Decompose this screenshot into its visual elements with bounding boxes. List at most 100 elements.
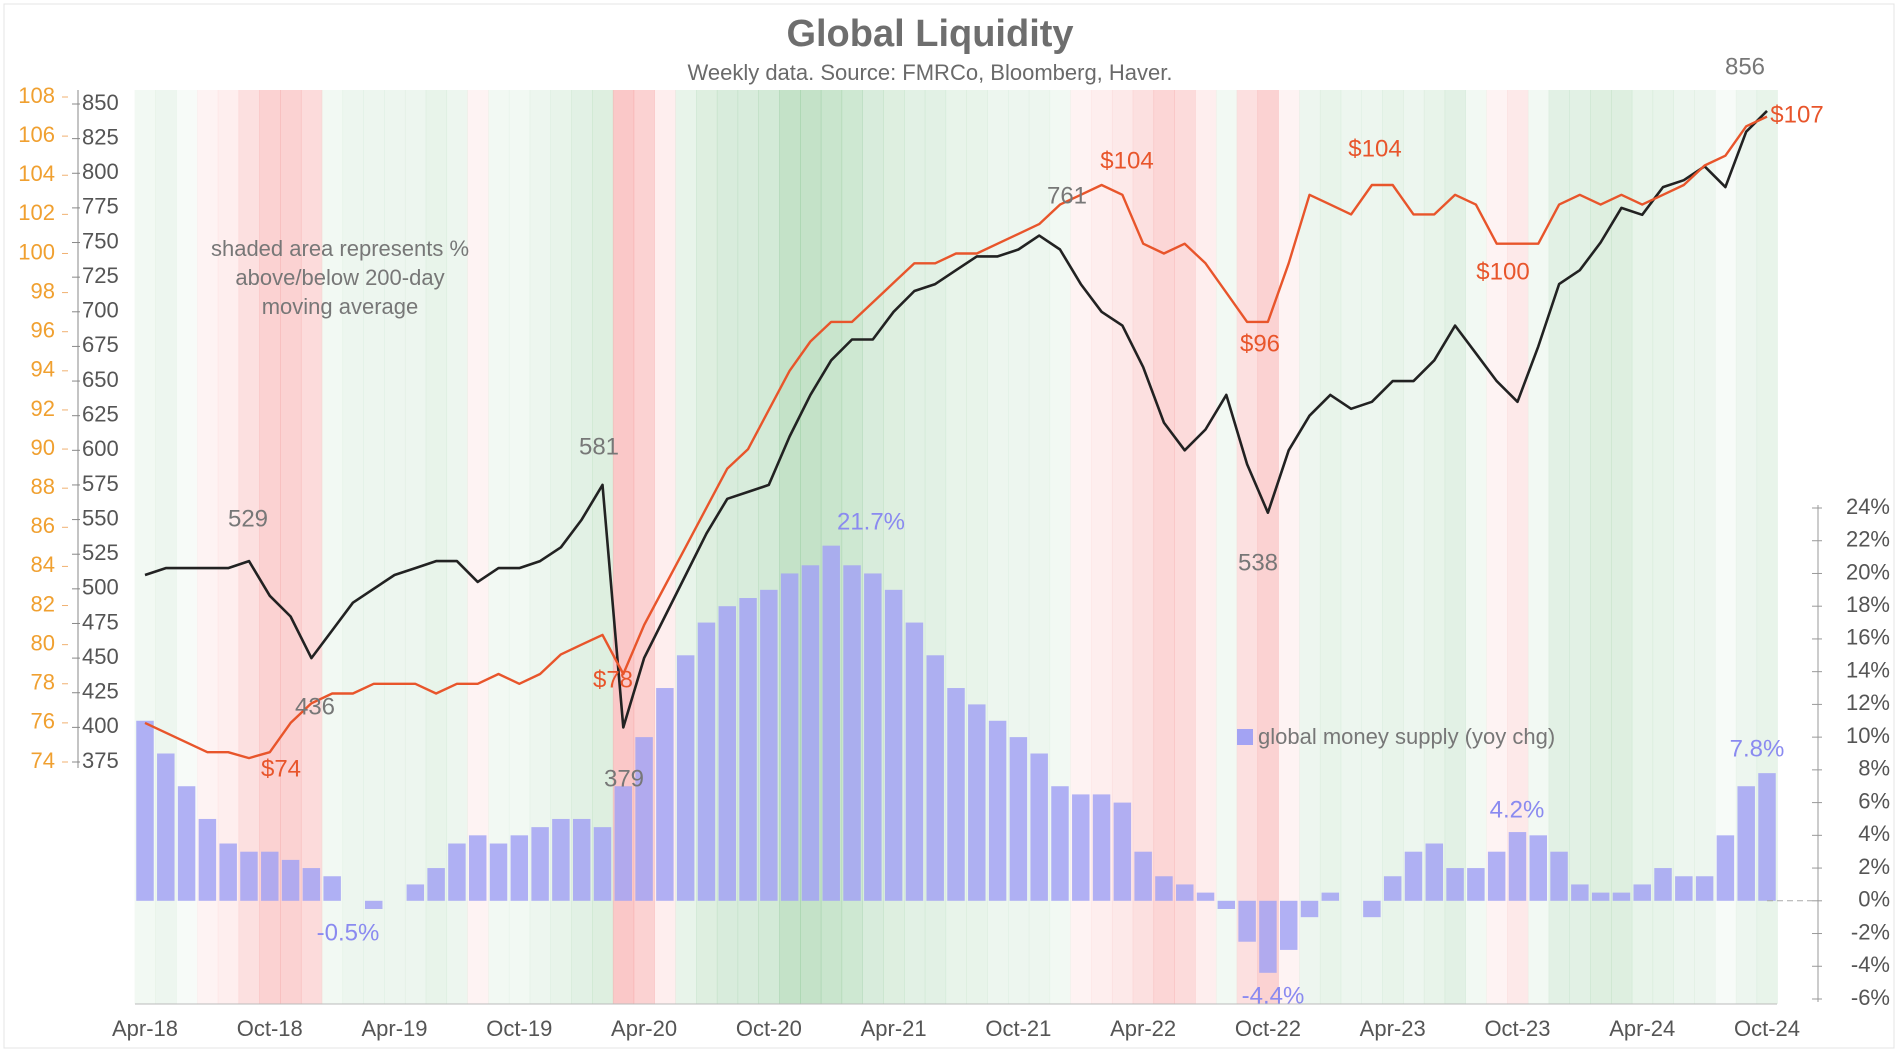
- shade-band: [1132, 90, 1155, 1004]
- y-tick-label: 675: [82, 332, 119, 357]
- money-supply-bar: [1446, 868, 1464, 901]
- shade-band: [1361, 90, 1383, 1004]
- x-tick-label: Apr-22: [1110, 1016, 1176, 1041]
- shade-band: [1527, 90, 1550, 1004]
- y-tick-label: 625: [82, 401, 119, 426]
- annotation: $74: [261, 755, 301, 782]
- x-tick-label: Oct-21: [985, 1016, 1051, 1041]
- shade-band: [508, 90, 531, 1004]
- y3-tick-label: 8%: [1858, 756, 1890, 781]
- shade-band: [446, 90, 468, 1004]
- shade-band: [1465, 90, 1487, 1004]
- shade-band: [1299, 90, 1321, 1004]
- money-supply-bar: [448, 843, 466, 901]
- money-supply-bar: [1363, 900, 1381, 918]
- money-supply-bar: [1196, 892, 1215, 901]
- money-supply-bar: [1591, 892, 1610, 901]
- shade-band: [363, 90, 385, 1004]
- y-tick-label: 500: [82, 575, 119, 600]
- shading-note: above/below 200-day: [235, 265, 444, 290]
- y3-tick-label: 2%: [1858, 854, 1890, 879]
- y3-tick-label: 24%: [1846, 494, 1890, 519]
- annotation: 538: [1238, 549, 1278, 576]
- y-tick-label: 475: [82, 609, 119, 634]
- annotation: 379: [604, 765, 644, 792]
- legend-swatch: [1237, 729, 1253, 745]
- shade-band: [571, 90, 593, 1004]
- x-tick-label: Oct-23: [1484, 1016, 1550, 1041]
- shade-band: [342, 90, 364, 1004]
- money-supply-bar: [947, 688, 965, 901]
- x-tick-label: Oct-18: [237, 1016, 303, 1041]
- x-tick-label: Apr-19: [362, 1016, 428, 1041]
- annotation: 761: [1047, 182, 1087, 209]
- money-supply-bar: [1571, 884, 1589, 901]
- y2-tick-label: 90: [31, 435, 55, 460]
- x-tick-label: Apr-23: [1360, 1016, 1426, 1041]
- money-supply-bar: [656, 688, 674, 901]
- y2-tick-label: 80: [31, 630, 55, 655]
- shading-note: moving average: [262, 294, 419, 319]
- shade-band: [1735, 90, 1758, 1004]
- money-supply-bar: [1030, 753, 1048, 901]
- money-supply-bar: [510, 835, 529, 901]
- money-supply-bar: [1425, 843, 1444, 901]
- y3-tick-label: 4%: [1858, 821, 1890, 846]
- y2-tick-label: 82: [31, 591, 55, 616]
- money-supply-bar: [365, 900, 383, 909]
- money-supply-bar: [1529, 835, 1547, 901]
- x-tick-label: Oct-22: [1235, 1016, 1301, 1041]
- money-supply-bar: [1737, 786, 1755, 901]
- money-supply-bar: [281, 859, 300, 901]
- money-supply-bar: [1259, 900, 1277, 973]
- money-supply-bar: [1009, 737, 1028, 901]
- shade-band: [1403, 90, 1425, 1004]
- y2-tick-label: 108: [18, 83, 55, 108]
- money-supply-bar: [1508, 832, 1527, 901]
- annotation: $104: [1100, 147, 1153, 174]
- shade-band: [488, 90, 510, 1004]
- x-tick-label: Apr-20: [611, 1016, 677, 1041]
- x-tick-label: Oct-20: [736, 1016, 802, 1041]
- y-tick-label: 550: [82, 505, 119, 530]
- shade-band: [300, 90, 323, 1004]
- shade-band: [1444, 90, 1466, 1004]
- money-supply-bar: [572, 818, 591, 901]
- y3-tick-label: 16%: [1846, 625, 1890, 650]
- shade-band: [321, 90, 344, 1004]
- shade-band: [425, 90, 448, 1004]
- y2-tick-label: 94: [31, 357, 55, 382]
- y2-tick-label: 88: [31, 474, 55, 499]
- money-supply-bar: [1612, 892, 1631, 901]
- money-supply-bar: [136, 720, 154, 901]
- money-supply-bar: [406, 884, 425, 901]
- money-supply-bar: [843, 565, 861, 901]
- y2-tick-label: 84: [31, 552, 55, 577]
- shade-band: [1423, 90, 1446, 1004]
- x-tick-label: Apr-24: [1609, 1016, 1675, 1041]
- shade-band: [404, 90, 427, 1004]
- money-supply-bar: [1716, 835, 1735, 901]
- shade-band: [259, 90, 281, 1004]
- money-supply-bar: [468, 835, 487, 901]
- y2-tick-label: 106: [18, 122, 55, 147]
- y3-tick-label: 20%: [1846, 559, 1890, 584]
- shade-band: [1215, 90, 1238, 1004]
- y-tick-label: 750: [82, 228, 119, 253]
- y3-tick-label: 6%: [1858, 788, 1890, 813]
- money-supply-bar: [1404, 851, 1423, 901]
- y2-tick-label: 76: [31, 709, 55, 734]
- money-supply-bar: [427, 868, 445, 901]
- shade-band: [1382, 90, 1404, 1004]
- money-supply-bar: [1238, 900, 1256, 942]
- legend-label: global money supply (yoy chg): [1258, 724, 1555, 749]
- money-supply-bar: [968, 704, 986, 901]
- text-layer: shaded area represents % above/below 200-…: [211, 53, 1824, 1009]
- shade-band: [612, 90, 635, 1004]
- y-tick-label: 600: [82, 436, 119, 461]
- x-tick-label: Oct-24: [1734, 1016, 1800, 1041]
- money-supply-bar: [593, 827, 612, 901]
- money-supply-bar: [1176, 884, 1194, 901]
- shade-band: [467, 90, 489, 1004]
